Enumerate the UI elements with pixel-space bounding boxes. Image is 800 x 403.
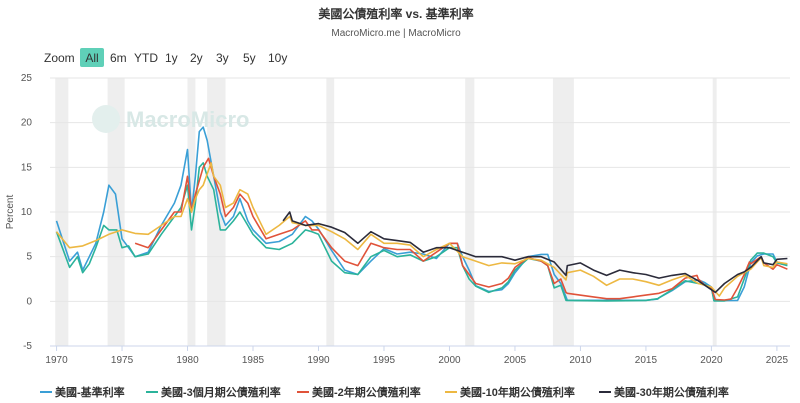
zoom-bar: Zoom All 6m YTD 1y 2y 3y 5y 10y [44,48,287,67]
chart-subtitle: MacroMicro.me | MacroMicro [331,28,461,39]
zoom-button-6m[interactable]: 6m [110,51,127,65]
legend-label: 美國-10年期公債殖利率 [460,385,575,399]
zoom-label: Zoom [44,51,75,65]
x-tick-label: 2005 [504,355,527,366]
zoom-button-label: 3y [216,51,229,65]
legend-label: 美國-30年期公債殖利率 [614,385,729,399]
legend-item-note_2y[interactable]: 美國-2年期公債殖利率 [297,385,421,399]
zoom-button-1y[interactable]: 1y [165,51,178,65]
zoom-button-all[interactable]: All [80,48,104,67]
x-tick-label: 1995 [373,355,396,366]
x-tick-label: 2015 [635,355,658,366]
series-line-note_10y [55,162,788,297]
zoom-button-label: 10y [268,51,287,65]
x-tick-label: 2000 [438,355,461,366]
x-tick-label: 1985 [242,355,265,366]
legend: 美國-基準利率 美國-3個月期公債殖利率 美國-2年期公債殖利率 美國-10年期公債殖… [40,385,729,399]
zoom-button-label: All [85,51,98,65]
y-tick-label: -5 [23,341,32,352]
watermark-text: MacroMicro [126,107,249,132]
x-tick-label: 1975 [111,355,134,366]
zoom-button-3y[interactable]: 3y [216,51,229,65]
x-tick-label: 2025 [766,355,789,366]
legend-label: 美國-2年期公債殖利率 [312,385,421,399]
x-tick-label: 1990 [307,355,330,366]
zoom-button-label: 2y [190,51,203,65]
legend-item-note_10y[interactable]: 美國-10年期公債殖利率 [445,385,575,399]
zoom-button-ytd[interactable]: YTD [134,51,158,65]
legend-label: 美國-3個月期公債殖利率 [161,385,281,399]
zoom-button-5y[interactable]: 5y [243,51,256,65]
zoom-button-2y[interactable]: 2y [190,51,203,65]
series-line-bill_3m [55,162,788,302]
series-layer [55,126,788,302]
legend-item-bond_30y[interactable]: 美國-30年期公債殖利率 [599,385,729,399]
x-tick-label: 1980 [176,355,199,366]
zoom-button-active-bg [80,48,104,67]
zoom-button-label: 5y [243,51,256,65]
legend-label: 美國-基準利率 [55,385,125,399]
zoom-button-10y[interactable]: 10y [268,51,287,65]
chart-title: 美國公債殖利率 vs. 基準利率 [318,6,473,21]
watermark: MacroMicro [92,105,249,133]
y-tick-label: 5 [26,252,32,263]
y-tick-label: 0 [26,296,32,307]
y-tick-label: 10 [21,207,33,218]
x-tick-label: 2010 [569,355,592,366]
x-tick-label: 2020 [700,355,723,366]
zoom-button-label: YTD [134,51,158,65]
y-tick-label: 20 [21,118,33,129]
y-tick-label: 15 [21,162,33,173]
y-tick-label: 25 [21,73,33,84]
watermark-logo-icon [92,105,120,133]
zoom-button-label: 1y [165,51,178,65]
x-tick-label: 1970 [45,355,68,366]
series-line-bond_30y [282,211,788,294]
y-axis-label: Percent [5,195,16,230]
legend-item-fed_funds[interactable]: 美國-基準利率 [40,385,125,399]
zoom-button-label: 6m [110,51,127,65]
legend-item-bill_3m[interactable]: 美國-3個月期公債殖利率 [146,385,281,399]
